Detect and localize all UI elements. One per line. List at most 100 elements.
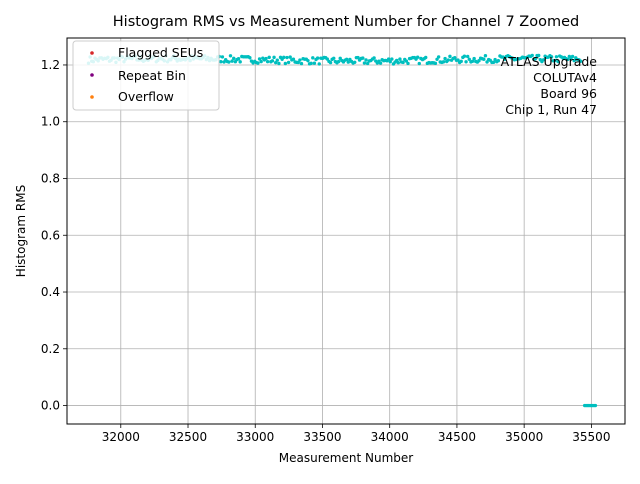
data-point (459, 59, 463, 64)
data-point (464, 60, 468, 64)
data-point (417, 61, 421, 66)
data-point (299, 61, 304, 66)
data-point (441, 60, 446, 64)
data-point (541, 58, 546, 62)
y-tick-label: 0.4 (41, 285, 60, 299)
data-point (386, 57, 391, 61)
data-point (491, 60, 496, 65)
data-point (570, 54, 575, 59)
data-point (283, 61, 288, 66)
data-point (227, 60, 231, 64)
data-point (288, 55, 292, 59)
x-tick-label: 34000 (371, 430, 409, 444)
axis-ticks: 32000 32500 33000 33500 34000 34500 35000 35500… (41, 58, 611, 444)
data-point (530, 53, 534, 58)
data-point (285, 55, 289, 60)
data-point (448, 54, 452, 59)
data-point (453, 56, 457, 60)
data-point (446, 58, 451, 62)
chart-annotation: ATLAS Upgrade COLUTAv4 Board 96 Chip 1, … (501, 54, 598, 117)
data-point (566, 57, 570, 62)
data-point (533, 57, 538, 61)
y-axis-label: Histogram RMS (14, 185, 28, 277)
grid (67, 38, 625, 424)
data-point-zero (593, 403, 598, 408)
data-point (275, 58, 279, 62)
data-point (378, 61, 383, 65)
data-point (443, 56, 447, 61)
data-point (472, 56, 476, 61)
data-point (220, 55, 225, 59)
data-point (356, 55, 360, 60)
y-tick-label: 1.2 (41, 58, 60, 72)
data-point (536, 53, 541, 58)
chart-title: Histogram RMS vs Measurement Number for … (113, 14, 579, 30)
legend-marker-repeat-bin (90, 73, 94, 77)
data-point (315, 56, 320, 60)
data-point (388, 60, 392, 64)
data-point (372, 56, 376, 60)
annotation-line: ATLAS Upgrade (501, 54, 598, 69)
x-tick-label: 32500 (169, 430, 207, 444)
x-tick-label: 32000 (102, 430, 140, 444)
data-point (273, 60, 278, 65)
data-point (312, 61, 317, 65)
data-point (264, 56, 268, 61)
data-point (424, 55, 428, 60)
data-point (365, 61, 370, 66)
data-point (361, 56, 365, 60)
legend-box (72, 40, 220, 111)
data-point (267, 55, 271, 60)
legend: Flagged SEUs Repeat Bin Overflow (72, 40, 220, 111)
legend-label-flagged-seus: Flagged SEUs (118, 45, 203, 60)
data-point (344, 57, 349, 62)
data-point (467, 57, 471, 61)
data-point (572, 58, 576, 63)
data-point (398, 57, 402, 61)
annotation-line: Chip 1, Run 47 (505, 102, 597, 117)
data-point (232, 56, 236, 61)
data-point (554, 55, 559, 59)
x-tick-label: 35000 (505, 430, 543, 444)
data-point (353, 60, 357, 64)
data-point (236, 56, 241, 61)
data-point (503, 57, 507, 61)
x-axis-label: Measurement Number (279, 451, 413, 465)
data-point (404, 59, 409, 63)
data-point (482, 57, 486, 61)
x-tick-label: 33500 (303, 430, 341, 444)
x-tick-label: 35500 (572, 430, 610, 444)
data-point (496, 59, 501, 63)
data-point (346, 60, 350, 64)
data-point (553, 58, 557, 63)
data-point (277, 61, 281, 66)
data-point (556, 59, 560, 64)
data-point (470, 59, 475, 63)
legend-label-overflow: Overflow (118, 89, 174, 104)
y-tick-label: 1.0 (41, 115, 60, 129)
data-point (578, 59, 583, 63)
data-point (256, 61, 260, 65)
data-point (219, 59, 223, 64)
data-point (306, 58, 310, 63)
data-point (228, 54, 233, 58)
y-tick-label: 0.0 (41, 399, 60, 413)
data-point (238, 60, 242, 64)
data-point (311, 56, 315, 60)
data-point (248, 56, 252, 60)
data-point (549, 55, 554, 59)
y-tick-label: 0.8 (41, 171, 60, 185)
annotation-line: COLUTAv4 (533, 70, 597, 85)
data-point (401, 60, 405, 65)
data-point (462, 54, 467, 58)
data-point (362, 61, 367, 65)
data-point (272, 55, 276, 60)
data-point (396, 60, 400, 65)
data-point (415, 55, 420, 59)
data-point (291, 57, 296, 61)
data-point (483, 54, 488, 58)
data-point (309, 61, 313, 66)
data-point (230, 59, 234, 63)
